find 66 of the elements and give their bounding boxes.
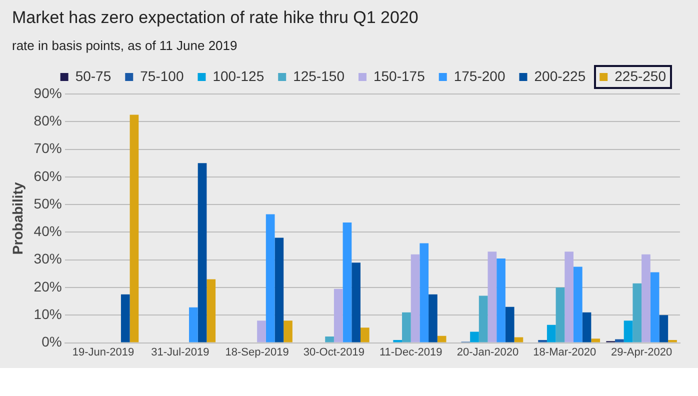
legend-label: 150-175 bbox=[373, 68, 426, 84]
bar bbox=[206, 279, 216, 342]
bar bbox=[478, 296, 488, 342]
bar bbox=[591, 338, 600, 342]
legend-label: 100-125 bbox=[212, 68, 264, 84]
bar bbox=[284, 320, 292, 342]
bar bbox=[130, 114, 139, 342]
bar bbox=[496, 258, 506, 342]
y-tick-label: 90% bbox=[34, 84, 62, 101]
bar bbox=[505, 306, 514, 342]
bar bbox=[274, 238, 284, 342]
x-tick-label: 30-Oct-2019 bbox=[303, 346, 365, 358]
bar bbox=[120, 294, 130, 342]
y-tick-label: 60% bbox=[34, 168, 62, 184]
bar bbox=[642, 254, 650, 342]
bar bbox=[410, 254, 420, 342]
legend-label: 125-150 bbox=[293, 68, 345, 84]
bar bbox=[352, 262, 360, 342]
legend-label: 75-100 bbox=[140, 68, 184, 84]
y-tick-label: 10% bbox=[34, 306, 62, 322]
legend-label: 50-75 bbox=[75, 68, 112, 84]
legend-label: 200-225 bbox=[534, 68, 586, 84]
bar bbox=[659, 315, 668, 342]
bar bbox=[470, 332, 479, 342]
bar bbox=[334, 288, 343, 342]
y-tick-label: 30% bbox=[34, 250, 62, 267]
bar bbox=[650, 272, 660, 342]
y-tick-label: 40% bbox=[34, 223, 62, 240]
legend-label: 225-250 bbox=[614, 68, 666, 84]
bar bbox=[189, 307, 198, 342]
x-tick-label: 20-Jan-2020 bbox=[456, 346, 519, 358]
y-tick-label: 50% bbox=[34, 195, 62, 212]
bar bbox=[420, 243, 429, 342]
x-tick-label: 18-Mar-2020 bbox=[533, 346, 596, 358]
bar bbox=[632, 283, 642, 342]
chart-subtitle: rate in basis points, as of 11 June 2019 bbox=[12, 38, 238, 53]
bar bbox=[488, 252, 497, 342]
bar bbox=[198, 163, 207, 342]
bar bbox=[556, 288, 565, 342]
x-tick-label: 18-Sep-2019 bbox=[225, 346, 289, 358]
bar bbox=[582, 312, 592, 342]
bar bbox=[342, 222, 352, 342]
bar bbox=[266, 214, 275, 342]
chart-title: Market has zero expectation of rate hike thru Q1 2020 bbox=[12, 8, 418, 28]
bar bbox=[514, 337, 524, 342]
bar bbox=[437, 336, 446, 342]
legend-label: 175-200 bbox=[454, 68, 506, 84]
bar bbox=[624, 320, 633, 342]
bar bbox=[615, 339, 624, 342]
y-tick-label: 80% bbox=[34, 112, 62, 129]
y-axis-title: Probability bbox=[9, 182, 26, 255]
y-tick-label: 0% bbox=[42, 334, 62, 350]
bar bbox=[564, 252, 574, 342]
bar bbox=[257, 320, 266, 342]
x-tick-label: 11-Dec-2019 bbox=[379, 346, 442, 358]
x-tick-label: 31-Jul-2019 bbox=[151, 346, 210, 358]
bar bbox=[325, 336, 334, 342]
y-tick-label: 70% bbox=[34, 140, 62, 156]
x-tick-label: 29-Apr-2020 bbox=[610, 346, 672, 358]
y-tick-label: 20% bbox=[34, 278, 62, 294]
x-tick-label: 19-Jun-2019 bbox=[72, 346, 134, 358]
bar bbox=[546, 324, 556, 342]
bar bbox=[402, 312, 411, 342]
bar bbox=[428, 294, 438, 342]
bar bbox=[573, 266, 582, 342]
bar bbox=[360, 328, 370, 342]
